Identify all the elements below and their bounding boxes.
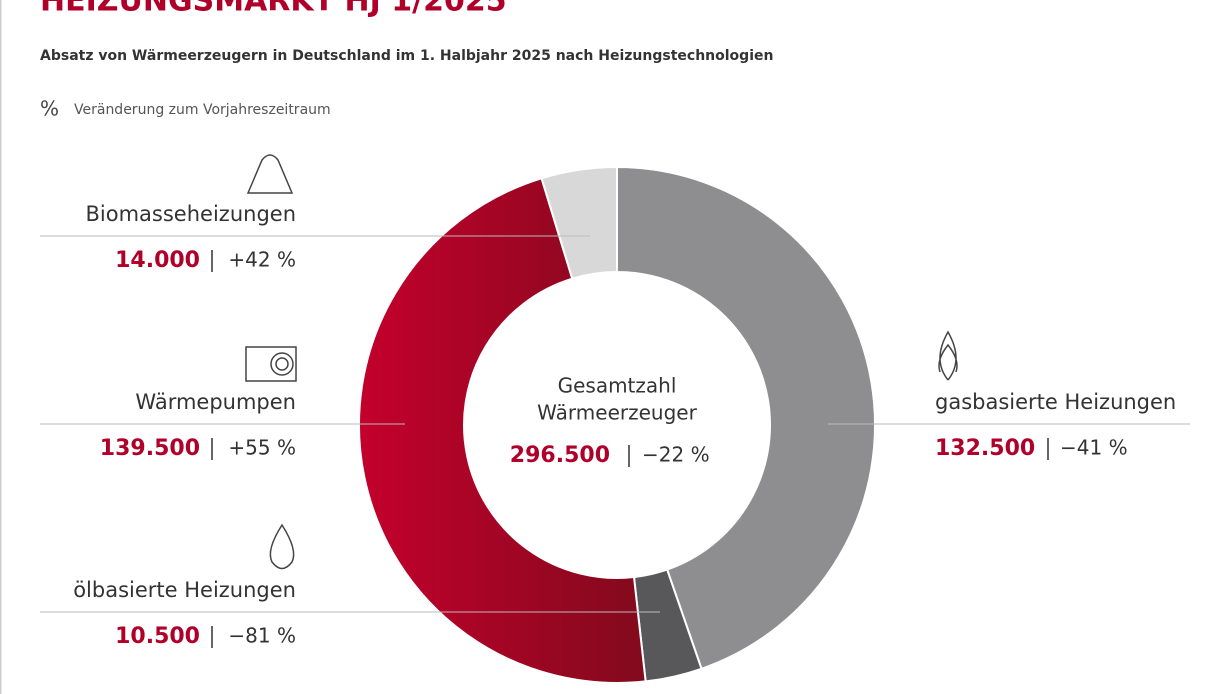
total-change: −22 % bbox=[642, 443, 710, 467]
change-label: +55 % bbox=[228, 436, 296, 460]
value-label: 14.000 bbox=[115, 248, 200, 273]
category-label: Biomasseheizungen bbox=[86, 202, 296, 226]
donut-segment bbox=[616, 165, 876, 671]
donut-segment bbox=[540, 165, 618, 280]
category-label: gasbasierte Heizungen bbox=[935, 390, 1176, 414]
change-label: +42 % bbox=[228, 248, 296, 272]
center-label: Gesamtzahl bbox=[558, 374, 677, 398]
total: 296.500 bbox=[510, 443, 610, 468]
category-label: ölbasierte Heizungen bbox=[73, 578, 296, 602]
subtitle: Absatz von Wärmeerzeugern in Deutschland… bbox=[40, 48, 773, 64]
icons bbox=[245, 154, 958, 570]
category-label: Wärmepumpen bbox=[135, 390, 296, 414]
value-label: 132.500 bbox=[935, 436, 1035, 461]
center-label: Wärmeerzeuger bbox=[537, 401, 697, 425]
chart-title: HEIZUNGSMARKT HJ 1/2025 bbox=[40, 0, 507, 19]
note-symbol: % bbox=[40, 97, 59, 121]
change-label: −81 % bbox=[228, 624, 296, 648]
change-label: −41 % bbox=[1060, 436, 1128, 460]
value-label: 10.500 bbox=[115, 624, 200, 649]
value-label: 139.500 bbox=[100, 436, 200, 461]
note: Veränderung zum Vorjahreszeitraum bbox=[74, 102, 331, 118]
